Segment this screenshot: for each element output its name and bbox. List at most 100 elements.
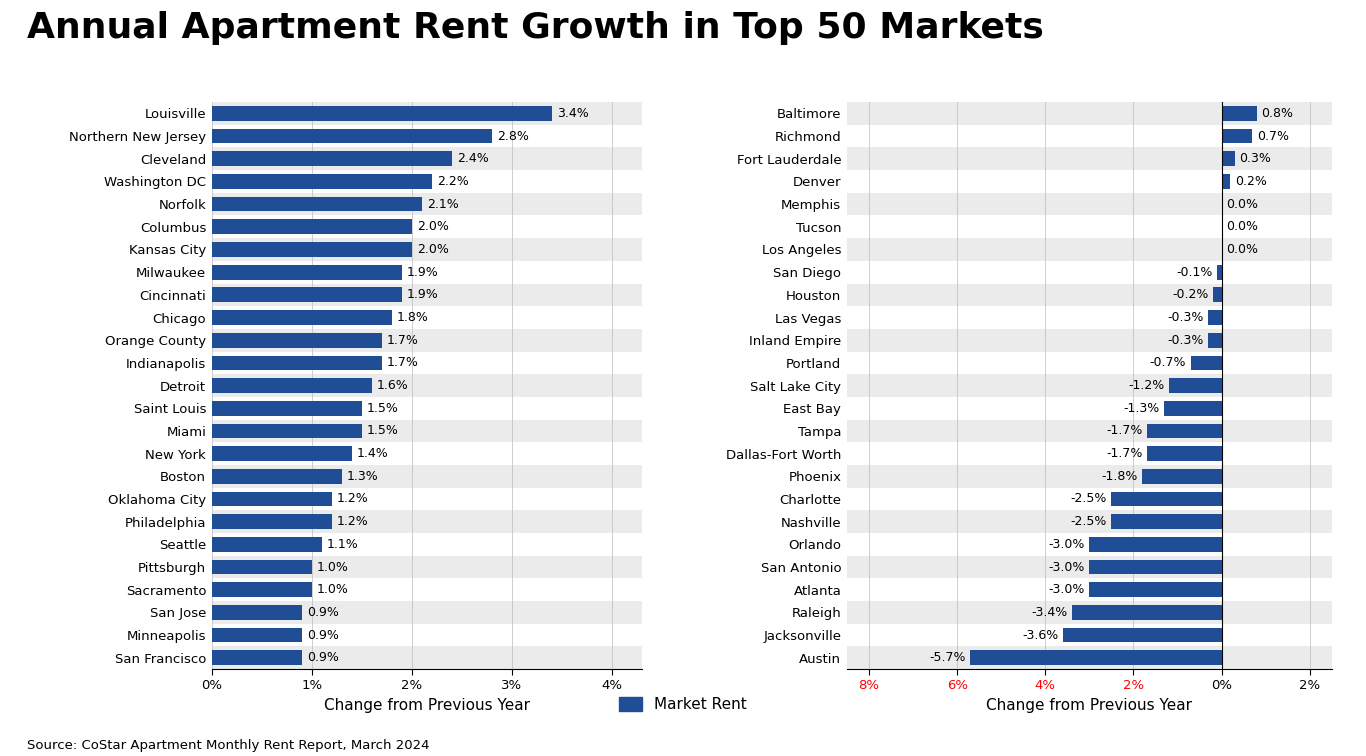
Bar — [212, 265, 402, 280]
Bar — [1090, 537, 1221, 552]
Bar — [212, 147, 642, 170]
Bar — [847, 170, 1332, 193]
Text: 1.2%: 1.2% — [337, 515, 369, 528]
Bar — [1209, 333, 1221, 348]
Text: -0.3%: -0.3% — [1168, 311, 1203, 324]
Bar — [1072, 605, 1221, 620]
Bar — [212, 465, 642, 488]
Bar — [212, 219, 413, 234]
Bar — [212, 170, 642, 193]
Bar — [212, 238, 642, 261]
Text: -0.3%: -0.3% — [1168, 333, 1203, 347]
Text: 1.7%: 1.7% — [387, 333, 419, 347]
Bar — [847, 147, 1332, 170]
Bar — [212, 556, 642, 578]
Bar — [847, 420, 1332, 442]
Bar — [1221, 151, 1235, 166]
Bar — [1221, 174, 1231, 189]
Text: 1.2%: 1.2% — [337, 492, 369, 506]
Bar — [212, 310, 392, 325]
Bar — [847, 465, 1332, 488]
Text: 0.9%: 0.9% — [307, 606, 339, 619]
Bar — [847, 442, 1332, 465]
Bar — [212, 197, 422, 212]
Bar — [847, 306, 1332, 329]
Bar — [1164, 401, 1221, 416]
Text: -1.7%: -1.7% — [1106, 424, 1142, 438]
Bar — [847, 488, 1332, 510]
Text: 0.0%: 0.0% — [1227, 243, 1258, 256]
Bar — [1142, 469, 1221, 484]
Bar — [847, 329, 1332, 352]
Bar — [212, 646, 642, 669]
Text: -2.5%: -2.5% — [1071, 492, 1106, 506]
Text: -3.0%: -3.0% — [1049, 538, 1085, 551]
Bar — [212, 329, 642, 352]
Bar — [212, 559, 311, 575]
Bar — [212, 261, 642, 284]
Text: 1.9%: 1.9% — [407, 288, 438, 302]
Text: -2.5%: -2.5% — [1071, 515, 1106, 528]
Bar — [1146, 423, 1221, 438]
Bar — [212, 401, 362, 416]
Bar — [212, 333, 382, 348]
Bar — [212, 624, 642, 646]
X-axis label: Change from Previous Year: Change from Previous Year — [324, 698, 530, 713]
Bar — [212, 287, 402, 302]
Text: -3.6%: -3.6% — [1022, 628, 1059, 642]
Bar — [847, 510, 1332, 533]
Text: -1.2%: -1.2% — [1128, 379, 1164, 392]
Text: -1.7%: -1.7% — [1106, 447, 1142, 460]
Bar — [847, 102, 1332, 125]
Text: 1.0%: 1.0% — [317, 560, 348, 574]
Bar — [212, 174, 432, 189]
Bar — [1221, 129, 1253, 144]
Text: -3.0%: -3.0% — [1049, 560, 1085, 574]
Bar — [847, 284, 1332, 306]
Bar — [970, 650, 1221, 665]
Text: 0.8%: 0.8% — [1261, 107, 1294, 120]
Bar — [212, 129, 492, 144]
Bar — [847, 601, 1332, 624]
Text: 1.7%: 1.7% — [387, 356, 419, 370]
Bar — [847, 556, 1332, 578]
Bar — [212, 125, 642, 147]
Bar — [212, 378, 372, 393]
Bar — [212, 469, 342, 484]
Bar — [847, 261, 1332, 284]
Bar — [847, 646, 1332, 669]
Bar — [212, 446, 352, 461]
Text: 1.5%: 1.5% — [367, 424, 399, 438]
X-axis label: Change from Previous Year: Change from Previous Year — [986, 698, 1193, 713]
Bar — [212, 488, 642, 510]
Text: 1.8%: 1.8% — [398, 311, 429, 324]
Bar — [1063, 627, 1221, 643]
Text: 0.2%: 0.2% — [1235, 175, 1266, 188]
Bar — [212, 537, 322, 552]
Bar — [212, 284, 642, 306]
Bar — [212, 151, 452, 166]
Bar — [212, 352, 642, 374]
Bar — [212, 533, 642, 556]
Text: 2.2%: 2.2% — [437, 175, 469, 188]
Bar — [212, 397, 642, 420]
Bar — [212, 242, 413, 257]
Bar — [847, 238, 1332, 261]
Bar — [212, 423, 362, 438]
Text: 1.0%: 1.0% — [317, 583, 348, 596]
Legend: Market Rent: Market Rent — [613, 691, 753, 718]
Bar — [1217, 265, 1221, 280]
Text: 2.0%: 2.0% — [417, 220, 449, 234]
Bar — [847, 193, 1332, 215]
Bar — [847, 533, 1332, 556]
Text: 1.4%: 1.4% — [357, 447, 388, 460]
Bar — [212, 374, 642, 397]
Bar — [847, 352, 1332, 374]
Bar — [212, 582, 311, 597]
Text: 0.0%: 0.0% — [1227, 220, 1258, 234]
Text: 1.6%: 1.6% — [377, 379, 408, 392]
Bar — [212, 601, 642, 624]
Bar — [1112, 514, 1221, 529]
Text: Annual Apartment Rent Growth in Top 50 Markets: Annual Apartment Rent Growth in Top 50 M… — [27, 11, 1044, 45]
Bar — [212, 102, 642, 125]
